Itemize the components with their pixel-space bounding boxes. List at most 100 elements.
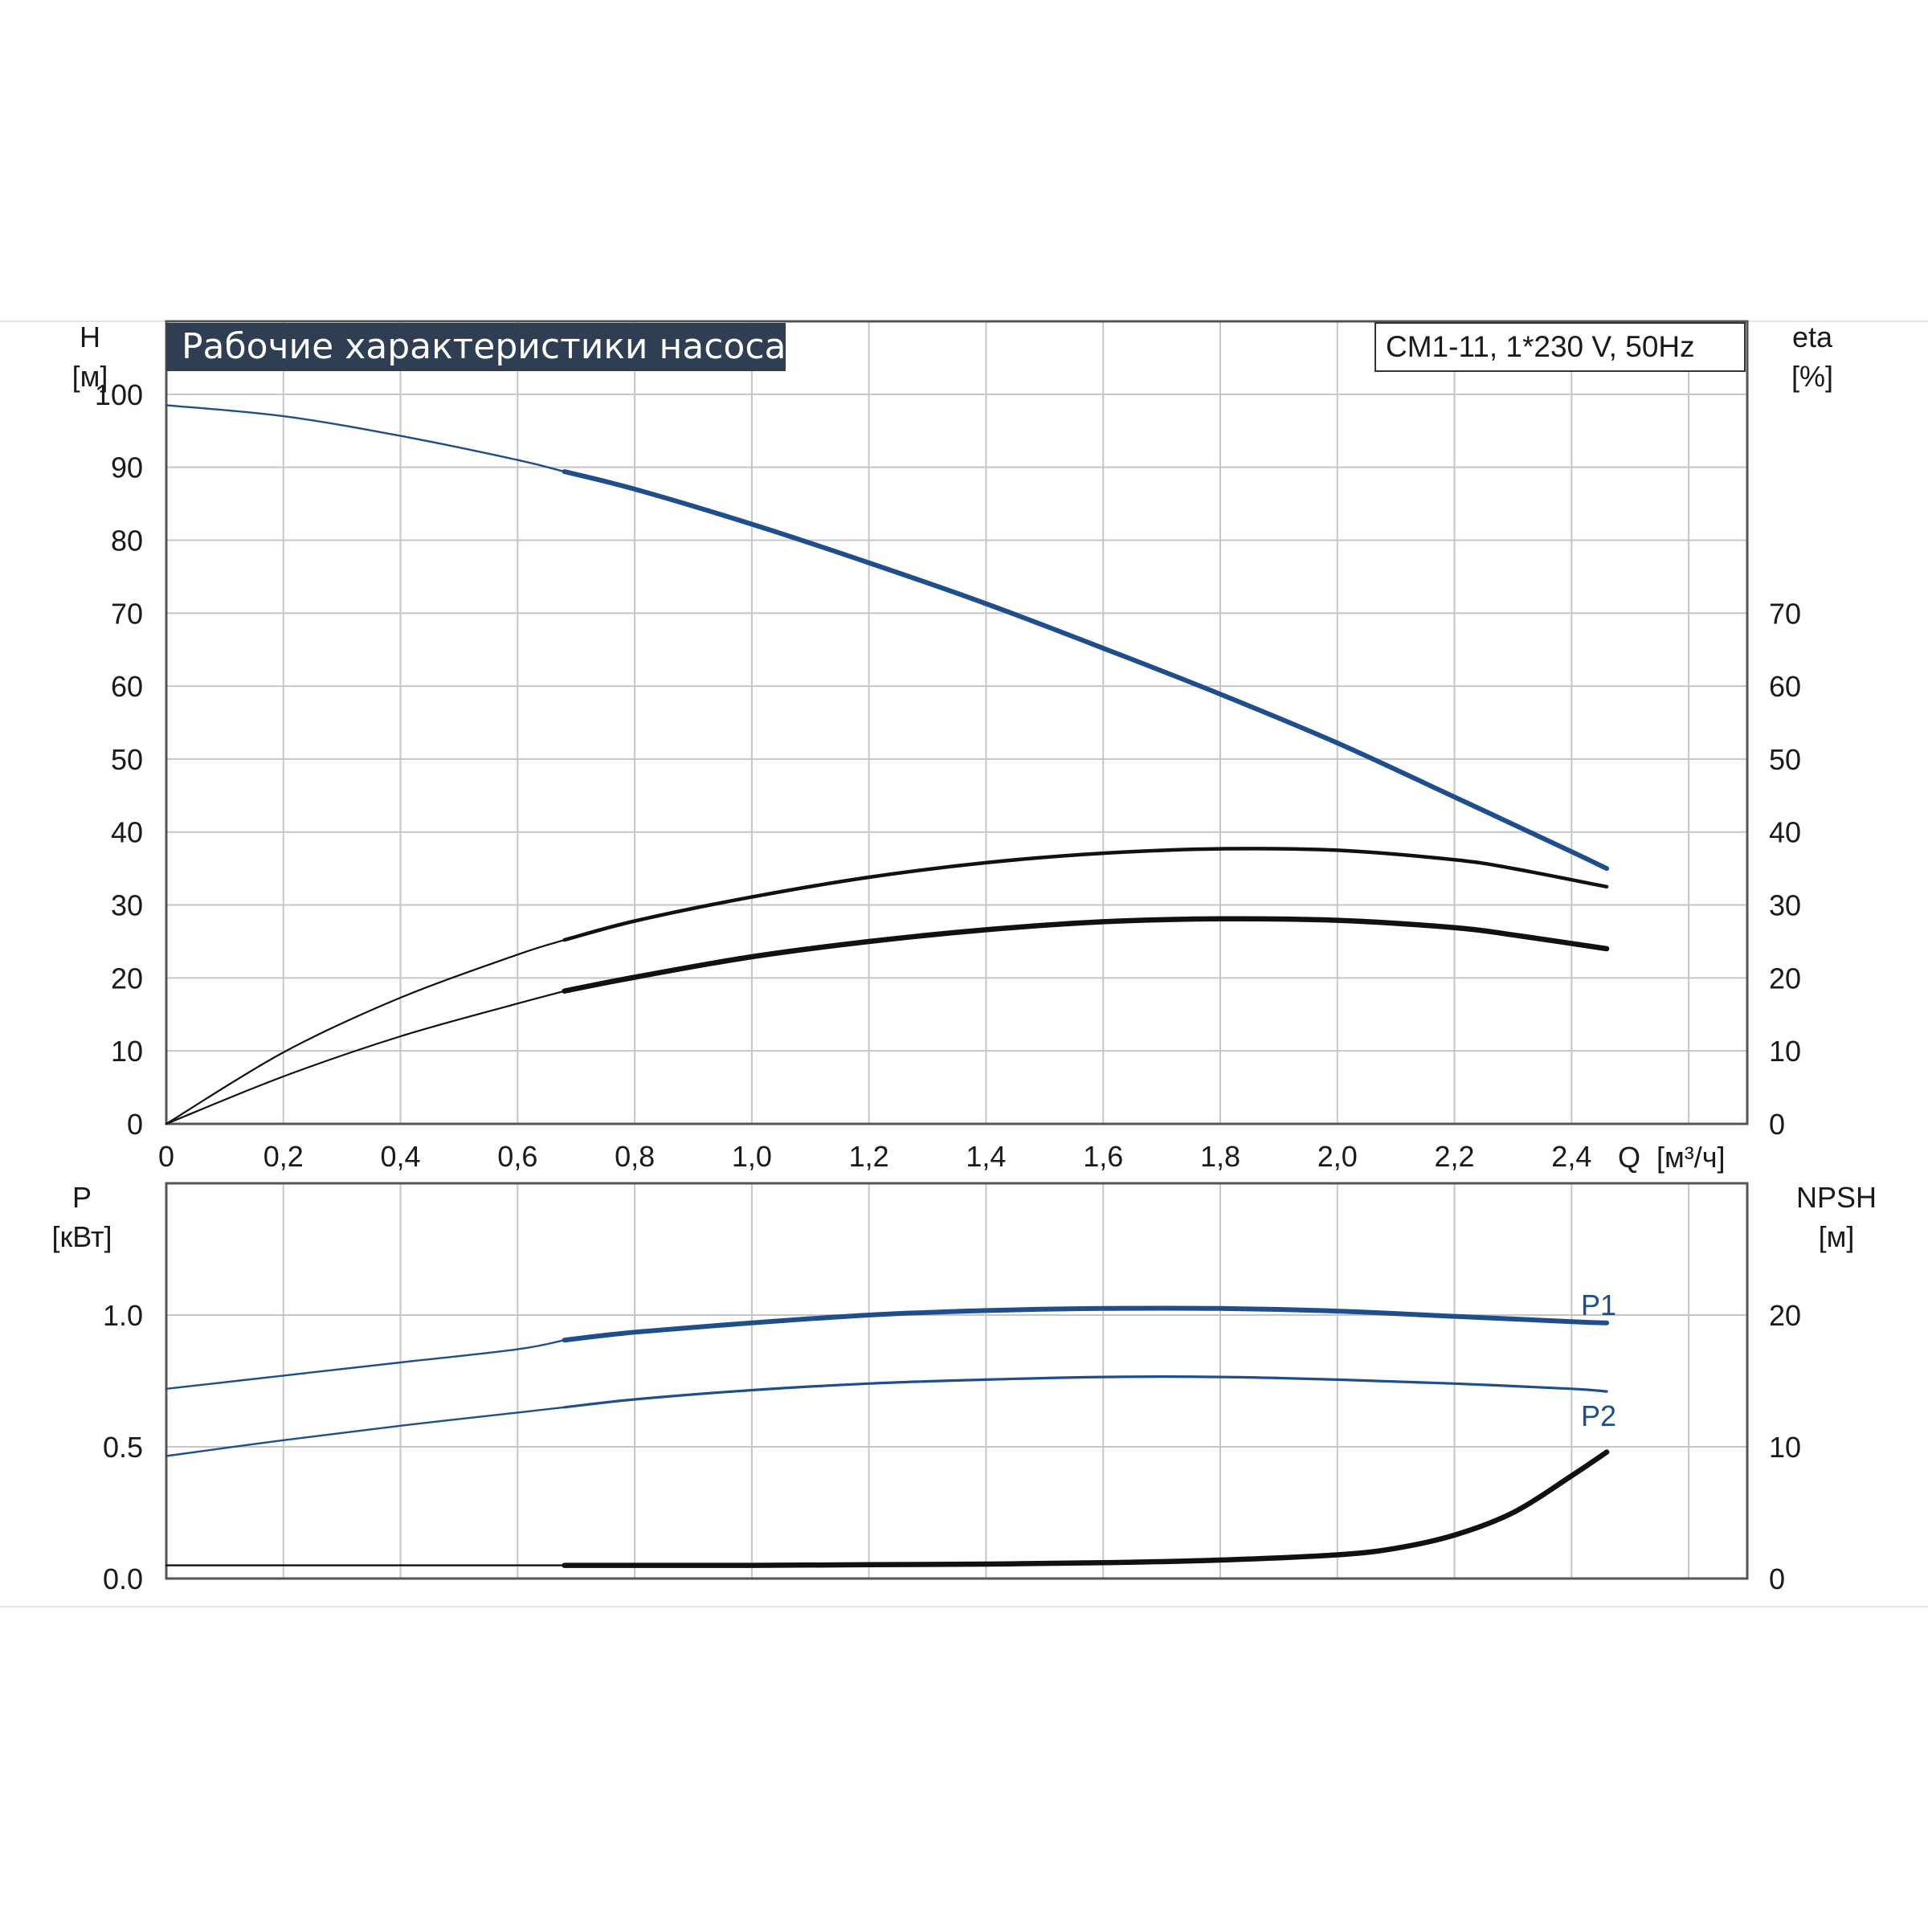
- npsh-curve-point: [1103, 1562, 1104, 1563]
- p1-curve-label: P1: [1581, 1289, 1616, 1321]
- y-tick-label-p: 1.0: [103, 1299, 143, 1332]
- y-tick-label-h: 70: [111, 597, 143, 630]
- y2-axis-unit-npsh: [м]: [1819, 1220, 1855, 1253]
- y-tick-label-p: 0.0: [103, 1562, 143, 1595]
- title-box: [166, 323, 786, 371]
- y2-axis-label-npsh: NPSH: [1796, 1181, 1877, 1214]
- p2-curve-point: [1220, 1377, 1221, 1378]
- efficiency-total-curve-point: [400, 1036, 401, 1037]
- y2-tick-label-npsh: 20: [1769, 1299, 1801, 1332]
- power-npsh-panel: 0.0 0.5 1.0 0 10 20 P [кВт] NPSH [м] P1 P2: [51, 1181, 1877, 1595]
- efficiency-total-curve-point: [751, 957, 752, 958]
- p1-curve-point: [1337, 1311, 1338, 1312]
- npsh-curve-point: [868, 1564, 869, 1565]
- p2-curve-label: P2: [1581, 1399, 1616, 1432]
- y2-tick-label-eta: 40: [1769, 816, 1801, 849]
- top-tick-labels: 0 0,2 0,4 0,6 0,8 1,0 1,2 1,4 1,6 1,8 2,0 2,2 2,4 0 10…: [95, 378, 1801, 1173]
- y-tick-label-h: 100: [95, 378, 143, 411]
- y-tick-label-h: 90: [111, 451, 143, 484]
- efficiency-pump-curve-point: [400, 997, 401, 998]
- npsh-curve-point: [1454, 1534, 1455, 1535]
- y2-tick-label-eta: 20: [1769, 962, 1801, 995]
- npsh-curve-point: [1395, 1548, 1396, 1549]
- efficiency-total-curve-point: [166, 1124, 167, 1125]
- p2-curve-point: [1103, 1377, 1104, 1378]
- efficiency-total-curve-point: [1337, 920, 1338, 921]
- x-tick-label: 0,2: [263, 1140, 304, 1173]
- head-curve-point: [1220, 694, 1221, 695]
- y-axis-unit-h: [м]: [72, 360, 108, 393]
- p2-curve-point: [751, 1390, 752, 1391]
- p1-curve-point: [517, 1349, 518, 1350]
- x-axis-title: Q [м³/ч]: [1618, 1141, 1726, 1174]
- head-curve-point: [751, 524, 752, 525]
- p1-curve-point: [751, 1322, 752, 1323]
- y-axis-label-p: P: [72, 1181, 92, 1214]
- p2-curve-point: [400, 1425, 401, 1426]
- efficiency-pump-curve-point: [1337, 850, 1338, 851]
- bottom-series-group: [165, 1305, 1610, 1568]
- x-tick-label: 0,8: [615, 1140, 655, 1173]
- p2-curve-point: [1454, 1383, 1455, 1384]
- p1-curve-point: [400, 1362, 401, 1363]
- p1-curve-point: [166, 1388, 167, 1389]
- model-label: CM1-11, 1*230 V, 50Hz: [1386, 330, 1695, 363]
- p1-curve-point: [1103, 1308, 1104, 1309]
- efficiency-total-curve-low-flow-line: [165, 990, 566, 1125]
- bottom-plot-frame: [165, 1182, 1749, 1580]
- head-curve-point: [1103, 647, 1104, 648]
- y-tick-label-h: 60: [111, 670, 143, 703]
- y-tick-label-p: 0.5: [103, 1431, 143, 1464]
- efficiency-pump-curve-point: [868, 877, 869, 878]
- head-curve-point: [400, 435, 401, 436]
- y2-tick-label-eta: 70: [1769, 597, 1801, 630]
- npsh-curve-point: [1337, 1554, 1338, 1555]
- y-tick-label-h: 40: [111, 816, 143, 849]
- y2-tick-label-eta: 60: [1769, 670, 1801, 703]
- head-curve-point: [1337, 742, 1338, 743]
- x-tick-label: 1,0: [732, 1140, 772, 1173]
- x-tick-label: 1,2: [849, 1140, 889, 1173]
- x-tick-label: 2,2: [1435, 1140, 1475, 1173]
- y-axis-label-h: H: [80, 321, 100, 353]
- x-tick-label: 2,0: [1317, 1140, 1358, 1173]
- top-plot-frame: [165, 320, 1749, 1125]
- y2-tick-label-npsh: 0: [1769, 1562, 1785, 1595]
- model-box: [1375, 322, 1746, 372]
- head-efficiency-panel: 0 0,2 0,4 0,6 0,8 1,0 1,2 1,4 1,6 1,8 2,0 2,2 2,4 0 10…: [72, 320, 1833, 1174]
- bottom-tick-labels: 0.0 0.5 1.0 0 10 20: [103, 1299, 1801, 1595]
- p1-curve-line: [562, 1305, 1610, 1343]
- y-tick-label-h: 0: [127, 1108, 143, 1141]
- y2-tick-label-eta: 0: [1769, 1108, 1785, 1141]
- x-tick-label: 0: [158, 1140, 174, 1173]
- npsh-curve-point: [1571, 1476, 1572, 1477]
- y-axis-unit-p: [кВт]: [51, 1220, 112, 1253]
- head-curve-low-flow-line: [165, 404, 566, 473]
- y-tick-label-h: 50: [111, 743, 143, 776]
- top-series-group: [165, 404, 1610, 1125]
- head-curve-point: [1454, 797, 1455, 798]
- p2-curve-point: [868, 1383, 869, 1384]
- npsh-curve-point: [166, 1565, 167, 1566]
- y2-tick-label-eta: 30: [1769, 889, 1801, 922]
- npsh-curve-point: [751, 1565, 752, 1566]
- x-axis-label-q: Q: [1618, 1141, 1640, 1174]
- y2-tick-label-npsh: 10: [1769, 1431, 1801, 1464]
- efficiency-total-curve-point: [517, 1003, 518, 1004]
- p1-curve-point: [283, 1375, 284, 1376]
- y-tick-label-h: 10: [111, 1035, 143, 1068]
- p2-curve-point: [1337, 1379, 1338, 1380]
- p1-curve-point: [1454, 1316, 1455, 1317]
- efficiency-pump-curve-point: [564, 940, 565, 941]
- x-tick-label: 2,4: [1551, 1140, 1591, 1173]
- y2-tick-label-eta: 10: [1769, 1035, 1801, 1068]
- efficiency-pump-curve-point: [517, 954, 518, 955]
- p2-curve-point: [1571, 1388, 1572, 1389]
- efficiency-total-curve-line: [562, 916, 1610, 994]
- p1-curve-point: [1571, 1321, 1572, 1322]
- y-tick-label-h: 30: [111, 889, 143, 922]
- chart-title: Рабочие характеристики насоса: [182, 326, 786, 367]
- p1-curve-point: [564, 1340, 565, 1341]
- y2-axis-unit-eta: [%]: [1791, 360, 1833, 393]
